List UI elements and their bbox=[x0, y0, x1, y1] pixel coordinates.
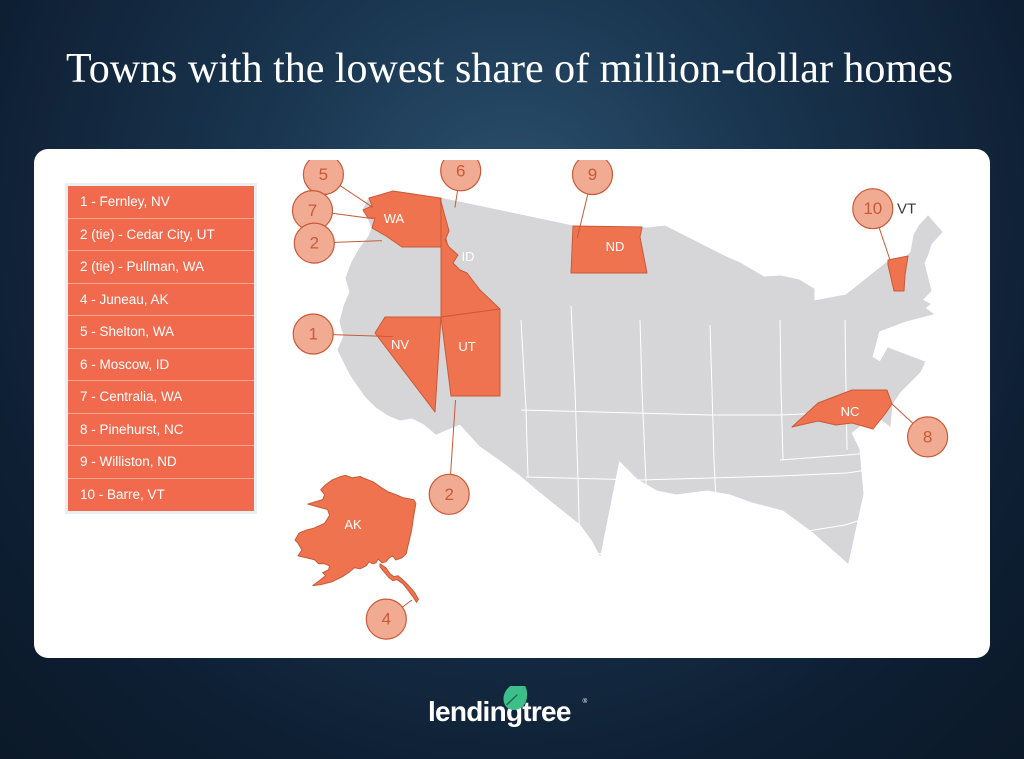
svg-text:2: 2 bbox=[310, 234, 319, 253]
svg-text:ID: ID bbox=[462, 249, 475, 264]
svg-text:9: 9 bbox=[588, 165, 597, 184]
svg-text:8: 8 bbox=[923, 427, 932, 446]
svg-text:10: 10 bbox=[863, 199, 882, 218]
svg-text:4: 4 bbox=[382, 610, 391, 629]
svg-text:6: 6 bbox=[456, 161, 465, 180]
svg-text:2: 2 bbox=[444, 485, 453, 504]
svg-text:5: 5 bbox=[319, 165, 328, 184]
svg-text:NC: NC bbox=[841, 404, 860, 419]
svg-text:VT: VT bbox=[897, 201, 916, 218]
svg-text:®: ® bbox=[583, 697, 588, 705]
svg-text:7: 7 bbox=[308, 201, 317, 220]
svg-text:lendingtree: lendingtree bbox=[428, 696, 571, 727]
svg-text:ND: ND bbox=[606, 239, 625, 254]
svg-text:UT: UT bbox=[458, 339, 475, 354]
svg-text:NV: NV bbox=[391, 337, 409, 352]
svg-text:1: 1 bbox=[308, 325, 317, 344]
svg-text:AK: AK bbox=[344, 517, 362, 532]
svg-text:WA: WA bbox=[384, 211, 405, 226]
